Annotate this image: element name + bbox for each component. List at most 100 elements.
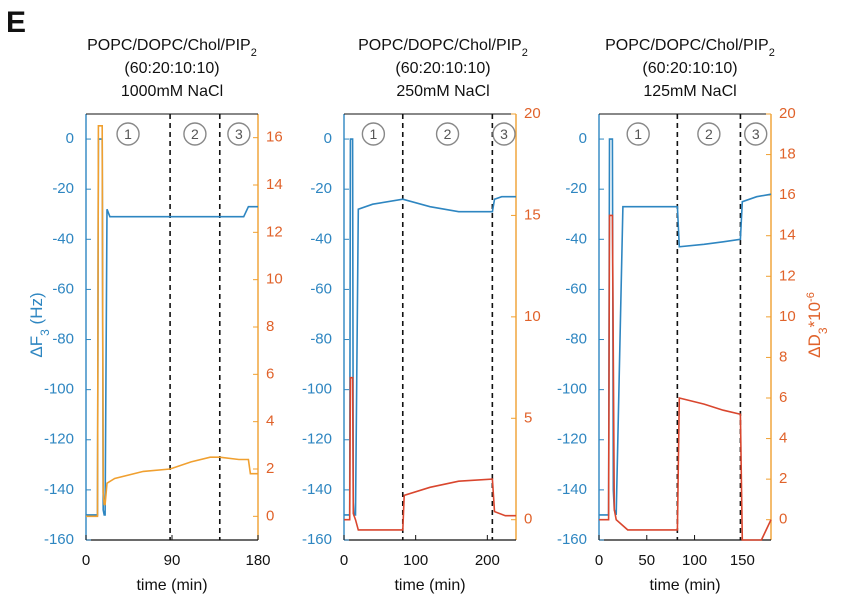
y-axis-label-left: ΔF3 (Hz) [27, 292, 52, 357]
chart-title-line-3: 250mM NaCl [396, 83, 489, 100]
x-tick-label: 100 [403, 552, 428, 569]
dissipation-trace [599, 214, 772, 541]
phase-marker-circle [744, 122, 768, 146]
x-tick-label: 100 [682, 552, 707, 569]
phase-marker-label: 3 [235, 126, 243, 142]
frequency-trace [599, 138, 772, 516]
right-tick-label: 20 [524, 105, 541, 122]
right-tick-label: 0 [524, 511, 532, 528]
x-tick-label: 50 [638, 552, 655, 569]
right-tick-label: 14 [779, 227, 796, 244]
left-tick-label: -40 [565, 230, 587, 247]
phase-marker-circle [116, 122, 140, 146]
right-tick-label: 8 [779, 348, 787, 365]
y-axis-label-right-suffix: *10 [805, 302, 824, 328]
y-axis-label-left-subscript: 3 [38, 329, 52, 336]
left-tick-label: -120 [557, 431, 587, 448]
right-tick-label: 2 [779, 470, 787, 487]
chart-title-subscript: 2 [769, 47, 775, 59]
right-tick-label: 4 [779, 430, 787, 447]
right-tick-label: 12 [779, 267, 796, 284]
left-tick-label: -60 [52, 280, 74, 297]
phase-marker-label: 2 [444, 126, 452, 142]
phase-marker-label: 1 [634, 126, 642, 142]
frequency-trace [344, 138, 516, 516]
phase-marker-circle [697, 122, 721, 146]
chart-panel-1: POPC/DOPC/Chol/PIP2(60:20:10:10) 1000mM N… [44, 37, 283, 594]
frequency-trace [86, 138, 258, 516]
phase-marker-circle [626, 122, 650, 146]
left-tick-label: -100 [44, 381, 74, 398]
chart-title-subscript: 2 [251, 47, 257, 59]
left-tick-label: -80 [52, 330, 74, 347]
left-tick-label: -20 [565, 180, 587, 197]
right-tick-label: 8 [266, 318, 274, 335]
phase-marker-label: 2 [191, 126, 199, 142]
left-tick-label: -80 [310, 330, 332, 347]
left-tick-label: -40 [310, 230, 332, 247]
y-axis-label-right-superscript: -6 [805, 292, 817, 302]
right-tick-label: 18 [779, 146, 796, 163]
left-tick-label: -160 [44, 531, 74, 548]
left-tick-label: -60 [565, 280, 587, 297]
right-tick-label: 0 [266, 507, 274, 524]
right-tick-label: 5 [524, 409, 532, 426]
chart-title-line-2: (60:20:10:10) [395, 60, 490, 77]
right-tick-label: 2 [266, 460, 274, 477]
x-tick-label: 0 [82, 552, 90, 569]
chart-title-line-3: 125mM NaCl [643, 83, 736, 100]
chart-title-line-3: 1000mM NaCl [121, 83, 223, 100]
left-tick-label: 0 [324, 130, 332, 147]
right-tick-label: 10 [266, 271, 283, 288]
y-axis-label-right-subscript: 3 [816, 327, 830, 334]
chart-title-line-1: POPC/DOPC/Chol/PIP2 [358, 37, 528, 59]
phase-marker-circle [361, 122, 386, 146]
x-axis-label: time (min) [394, 577, 465, 594]
x-tick-label: 180 [245, 552, 270, 569]
x-tick-label: 0 [595, 552, 603, 569]
chart-title-subscript: 2 [522, 47, 528, 59]
x-tick-label: 150 [730, 552, 755, 569]
x-axis-label: time (min) [649, 577, 720, 594]
left-tick-label: -20 [52, 180, 74, 197]
left-tick-label: -100 [302, 381, 332, 398]
right-tick-label: 10 [779, 308, 796, 325]
chart-panel-3: POPC/DOPC/Chol/PIP2(60:20:10:10) 125mM Na… [557, 37, 796, 594]
left-tick-label: -20 [310, 180, 332, 197]
left-tick-label: -80 [565, 330, 587, 347]
left-tick-label: -140 [302, 481, 332, 498]
x-tick-label: 90 [164, 552, 181, 569]
right-tick-label: 20 [779, 105, 796, 122]
right-tick-label: 12 [266, 223, 283, 240]
x-axis-label: time (min) [136, 577, 207, 594]
left-tick-label: -160 [302, 531, 332, 548]
right-tick-label: 10 [524, 308, 541, 325]
right-tick-label: 6 [266, 365, 274, 382]
left-tick-label: -100 [557, 381, 587, 398]
dissipation-trace [344, 376, 516, 531]
right-tick-label: 0 [779, 511, 787, 528]
left-tick-label: -60 [310, 280, 332, 297]
chart-panel-2: POPC/DOPC/Chol/PIP2(60:20:10:10) 250mM Na… [302, 37, 541, 594]
phase-marker-circle [227, 122, 251, 146]
dissipation-trace [86, 125, 258, 518]
right-tick-label: 15 [524, 206, 541, 223]
left-tick-label: -140 [557, 481, 587, 498]
chart-title-line-2: (60:20:10:10) [642, 60, 737, 77]
right-tick-label: 4 [266, 413, 274, 430]
phase-marker-label: 1 [124, 126, 132, 142]
left-tick-label: 0 [579, 130, 587, 147]
y-axis-label-right: ΔD3*10-6 [805, 292, 830, 358]
right-tick-label: 16 [266, 129, 283, 146]
phase-marker-circle [492, 122, 516, 146]
phase-marker-circle [435, 122, 460, 146]
phase-marker-circle [183, 122, 207, 146]
left-tick-label: -40 [52, 230, 74, 247]
phase-marker-label: 1 [369, 126, 377, 142]
panel-letter: E [6, 6, 27, 39]
x-tick-label: 0 [340, 552, 348, 569]
left-tick-label: -140 [44, 481, 74, 498]
right-tick-label: 6 [779, 389, 787, 406]
phase-marker-label: 2 [705, 126, 713, 142]
